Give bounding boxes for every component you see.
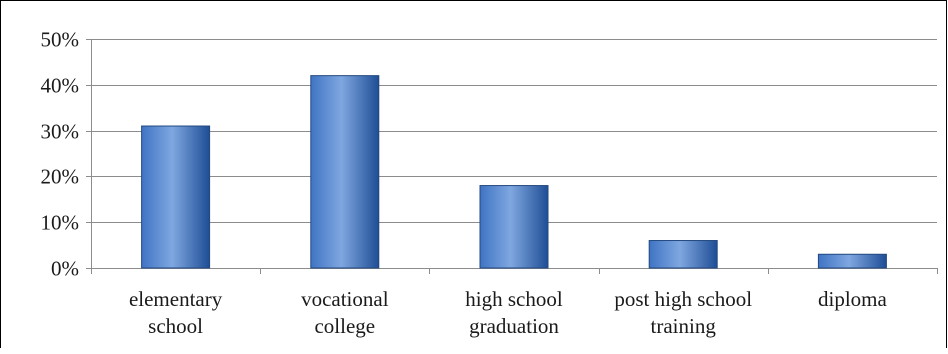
y-tick-label: 40% — [41, 74, 80, 98]
y-tick-label: 30% — [41, 120, 80, 144]
y-tick-label: 20% — [41, 165, 80, 189]
bar — [310, 75, 380, 269]
x-tick-label: vocational — [301, 287, 389, 311]
bar — [141, 125, 211, 269]
y-tick-label: 10% — [41, 211, 80, 235]
bar — [648, 240, 718, 269]
y-tick-label: 0% — [51, 257, 79, 281]
x-tick-labels: elementary school vocational college high sc… — [129, 287, 888, 338]
y-tick-label: 50% — [41, 28, 80, 52]
x-tick-label: diploma — [818, 287, 888, 311]
gridlines — [91, 39, 937, 223]
bars — [141, 75, 887, 269]
bar — [817, 253, 887, 269]
x-tick-label: school — [148, 314, 203, 338]
x-tick-label: training — [651, 314, 717, 338]
y-tick-labels: 0% 10% 20% 30% 40% 50% — [41, 28, 80, 281]
x-tick-label: high school — [465, 287, 563, 311]
x-tick-label: elementary — [129, 287, 223, 311]
x-tick-label: post high school — [614, 287, 752, 311]
x-tick-label: college — [314, 314, 375, 338]
x-tick-label: graduation — [469, 314, 559, 338]
bar — [479, 185, 549, 269]
